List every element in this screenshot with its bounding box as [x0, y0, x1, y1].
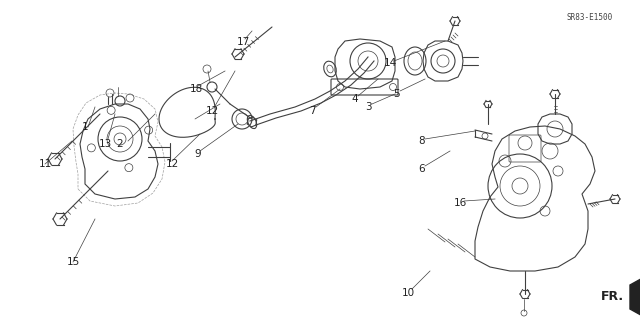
Text: 13: 13 — [99, 139, 111, 149]
Text: 12: 12 — [165, 159, 179, 169]
Text: 18: 18 — [189, 84, 203, 94]
Text: 2: 2 — [116, 139, 124, 149]
Text: 11: 11 — [38, 159, 52, 169]
Text: 16: 16 — [453, 198, 467, 208]
Text: FR.: FR. — [600, 291, 623, 303]
Text: 17: 17 — [236, 37, 250, 47]
Text: 1: 1 — [82, 122, 88, 132]
Polygon shape — [630, 275, 640, 319]
Text: 9: 9 — [195, 149, 202, 159]
Text: 5: 5 — [393, 89, 399, 99]
Text: 10: 10 — [401, 288, 415, 298]
Text: SR83-E1500: SR83-E1500 — [567, 12, 613, 21]
Text: 4: 4 — [352, 94, 358, 104]
Text: 12: 12 — [205, 106, 219, 116]
Text: 6: 6 — [419, 164, 426, 174]
Text: 8: 8 — [419, 136, 426, 146]
Text: 3: 3 — [365, 102, 371, 112]
Text: 7: 7 — [308, 106, 316, 116]
Text: 15: 15 — [67, 257, 79, 267]
Text: 14: 14 — [383, 58, 397, 68]
